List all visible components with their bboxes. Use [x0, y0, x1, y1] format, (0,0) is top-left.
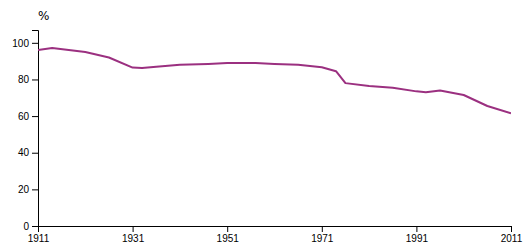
x-tick: 1911: [28, 226, 50, 244]
y-tick-label: 40: [18, 147, 30, 158]
y-tick-mark: [32, 189, 38, 190]
y-tick-mark: [32, 43, 38, 44]
x-tick-mark: [133, 226, 134, 232]
y-tick: 40: [18, 147, 38, 158]
y-tick-mark: [32, 153, 38, 154]
x-tick: 1951: [217, 226, 240, 244]
marks: [38, 48, 511, 113]
y-tick: 100: [12, 38, 38, 49]
y-tick: 60: [18, 111, 38, 122]
data-line: [38, 48, 511, 113]
y-tick-label: 80: [18, 74, 30, 85]
y-axis-line: [32, 31, 39, 227]
y-tick-mark: [32, 226, 38, 227]
y-tick: 20: [18, 184, 38, 195]
y-tick: 0: [23, 221, 38, 232]
x-tick-label: 1931: [122, 233, 145, 244]
y-tick-mark: [32, 116, 38, 117]
x-tick: 1931: [122, 226, 145, 244]
y-tick-label: 20: [18, 184, 30, 195]
x-tick-mark: [511, 226, 512, 232]
x-tick: 1991: [406, 226, 429, 244]
y-axis-label: %: [38, 9, 49, 23]
x-tick-label: 1991: [406, 233, 429, 244]
x-tick: 1971: [311, 226, 334, 244]
x-tick-label: 1971: [311, 233, 334, 244]
y-tick-label: 60: [18, 111, 30, 122]
y-tick: 80: [18, 74, 38, 85]
y-axis: 0 20 40 60 80 100: [12, 31, 38, 232]
x-tick-label: 1951: [217, 233, 240, 244]
x-tick-mark: [227, 226, 228, 232]
x-tick-mark: [416, 226, 417, 232]
x-axis-line: [39, 227, 512, 233]
x-axis: 1911 1931 1951 1971 1991 2011: [28, 226, 523, 244]
plot: 1911 1931 1951 1971 1991 2011 0 20 40 60 80 100: [12, 31, 522, 245]
y-tick-mark: [32, 79, 38, 80]
chart: 1911 1931 1951 1971 1991 2011 0 20 40 60 80 100%: [0, 0, 529, 252]
y-tick-label: 100: [12, 38, 29, 49]
x-tick-label: 1911: [28, 233, 50, 244]
y-tick-label: 0: [23, 221, 29, 232]
x-tick-mark: [322, 226, 323, 232]
x-tick-label: 2011: [501, 233, 523, 244]
x-tick: 2011: [501, 226, 523, 244]
